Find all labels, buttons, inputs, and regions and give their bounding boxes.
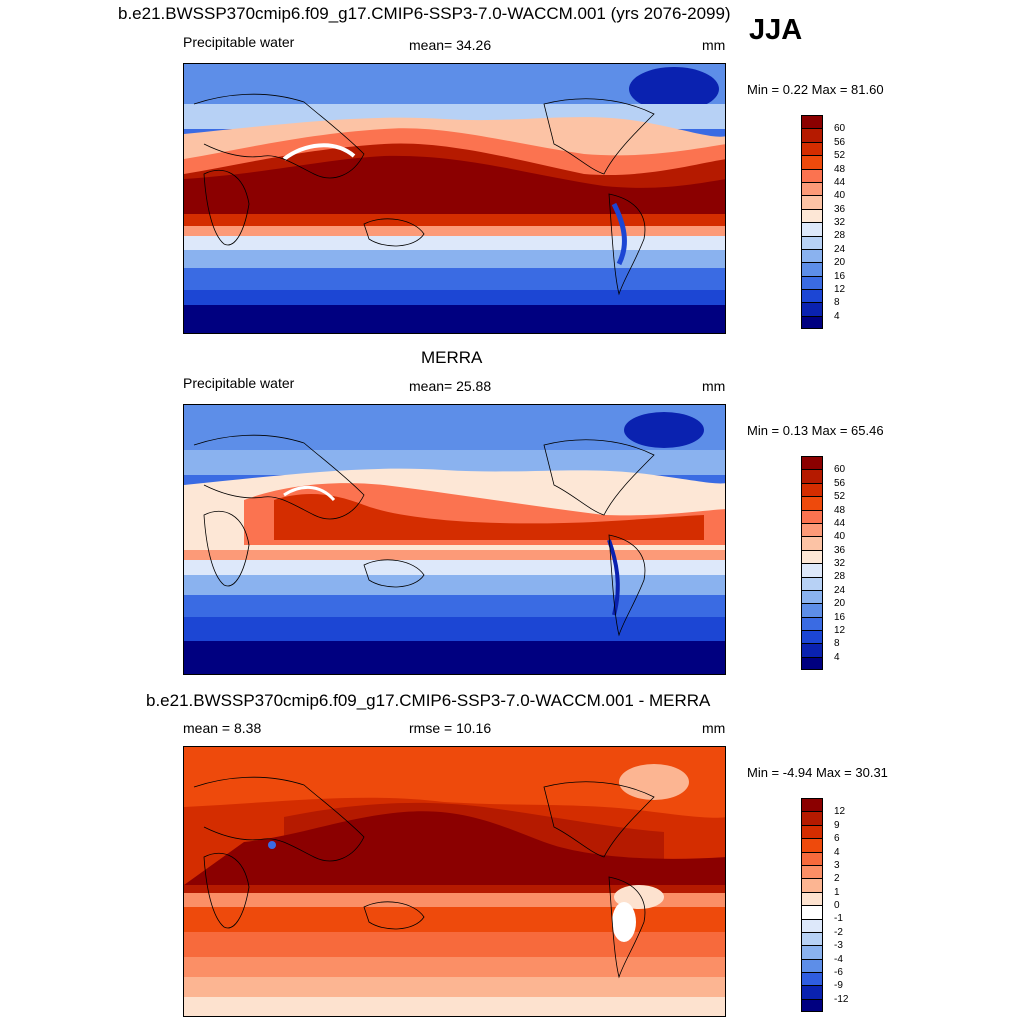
colorbar-diff-tick: 0 [834, 900, 840, 911]
colorbar-diff-tick: 1 [834, 887, 840, 898]
colorbar-obs-tick: 28 [834, 571, 846, 582]
panel-diff-rmse: rmse = 10.16 [409, 720, 492, 736]
panel-diff-mean: mean = 8.38 [183, 720, 262, 736]
colorbar-diff-tick: -12 [834, 994, 849, 1005]
colorbar-obs-tick: 44 [834, 518, 846, 529]
colorbar-obs-tick: 8 [834, 638, 840, 649]
panel-obs-minmax: Min = 0.13 Max = 65.46 [747, 423, 884, 438]
colorbar-model-tick: 16 [834, 271, 846, 282]
colorbar-obs-tick: 36 [834, 545, 846, 556]
colorbar-obs-tick: 32 [834, 558, 846, 569]
panel-obs-variable: Precipitable water [183, 375, 295, 391]
colorbar-obs-tick: 60 [834, 464, 846, 475]
panel-model-variable: Precipitable water [183, 34, 295, 50]
colorbar-model-tick: 52 [834, 150, 846, 161]
panel-diff-title: b.e21.BWSSP370cmip6.f09_g17.CMIP6-SSP3-7… [146, 691, 711, 710]
panel-model-units: mm [702, 37, 726, 53]
colorbar-model-tick: 48 [834, 164, 846, 175]
colorbar-obs-tick: 16 [834, 612, 846, 623]
colorbar-obs-tick: 52 [834, 491, 846, 502]
colorbar-diff-tick: -6 [834, 967, 843, 978]
map-diff [183, 746, 726, 1017]
colorbar-diff-tick: -1 [834, 913, 843, 924]
colorbar-diff-tick: -4 [834, 954, 843, 965]
colorbar-obs-tick: 20 [834, 598, 846, 609]
colorbar-diff-tick: 6 [834, 833, 840, 844]
map-obs [183, 404, 726, 675]
colorbar-diff-tick: 4 [834, 847, 840, 858]
colorbar-obs-tick: 24 [834, 585, 846, 596]
colorbar-model-tick: 40 [834, 190, 846, 201]
colorbar-diff-tick: -9 [834, 980, 843, 991]
colorbar-model-tick: 44 [834, 177, 846, 188]
map-model [183, 63, 726, 334]
colorbar-model-tick: 8 [834, 297, 840, 308]
colorbar-model-tick: 56 [834, 137, 846, 148]
panel-diff-minmax: Min = -4.94 Max = 30.31 [747, 765, 888, 780]
panel-model-minmax: Min = 0.22 Max = 81.60 [747, 82, 884, 97]
colorbar-diff [801, 798, 823, 1012]
colorbar-obs-tick: 56 [834, 478, 846, 489]
colorbar-model-tick: 28 [834, 230, 846, 241]
colorbar-model-tick: 60 [834, 123, 846, 134]
panel-obs-title: MERRA [421, 348, 483, 367]
colorbar-model-tick: 20 [834, 257, 846, 268]
colorbar-model-tick: 12 [834, 284, 846, 295]
panel-obs-units: mm [702, 378, 726, 394]
figure-title: b.e21.BWSSP370cmip6.f09_g17.CMIP6-SSP3-7… [118, 4, 731, 23]
colorbar-model-tick: 24 [834, 244, 846, 255]
colorbar-obs [801, 456, 823, 670]
season-label: JJA [749, 14, 803, 46]
panel-model-mean: mean= 34.26 [409, 37, 492, 53]
colorbar-model-tick: 32 [834, 217, 846, 228]
colorbar-diff-tick: -2 [834, 927, 843, 938]
colorbar-diff-tick: 3 [834, 860, 840, 871]
colorbar-diff-tick: 9 [834, 820, 840, 831]
colorbar-model-tick: 36 [834, 204, 846, 215]
colorbar-diff-tick: -3 [834, 940, 843, 951]
colorbar-obs-tick: 40 [834, 531, 846, 542]
panel-diff-units: mm [702, 720, 726, 736]
colorbar-diff-tick: 2 [834, 873, 840, 884]
panel-obs-mean: mean= 25.88 [409, 378, 492, 394]
colorbar-model [801, 115, 823, 329]
colorbar-obs-tick: 12 [834, 625, 846, 636]
colorbar-obs-tick: 48 [834, 505, 846, 516]
colorbar-obs-tick: 4 [834, 652, 840, 663]
colorbar-diff-tick: 12 [834, 806, 846, 817]
colorbar-model-tick: 4 [834, 311, 840, 322]
